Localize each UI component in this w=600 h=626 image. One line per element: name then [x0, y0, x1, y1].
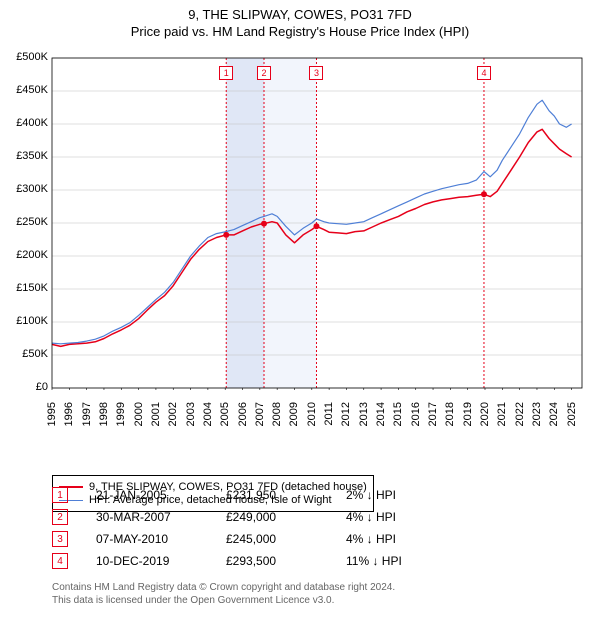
- x-axis-label: 2015: [392, 402, 404, 442]
- x-axis-label: 2022: [514, 402, 526, 442]
- x-axis-label: 2009: [288, 402, 300, 442]
- chart-marker-label: 3: [309, 66, 323, 80]
- footer-line: Contains HM Land Registry data © Crown c…: [52, 581, 395, 594]
- y-axis-label: £450K: [6, 84, 48, 96]
- row-price: £231,950: [226, 488, 346, 502]
- row-marker: 3: [52, 531, 68, 547]
- row-delta: 4% ↓ HPI: [346, 532, 466, 546]
- y-axis-label: £0: [6, 381, 48, 393]
- footer-line: This data is licensed under the Open Gov…: [52, 594, 395, 607]
- x-axis-label: 1996: [63, 402, 75, 442]
- chart-marker-label: 1: [219, 66, 233, 80]
- x-axis-label: 2003: [185, 402, 197, 442]
- row-price: £293,500: [226, 554, 346, 568]
- x-axis-label: 2018: [444, 402, 456, 442]
- y-axis-label: £350K: [6, 150, 48, 162]
- table-row: 2 30-MAR-2007£249,0004% ↓ HPI: [52, 506, 466, 528]
- x-axis-label: 2008: [271, 402, 283, 442]
- price-chart: £0 £50K £100K £150K £200K £250K £300K £350K £400…: [0, 6, 600, 448]
- x-axis-label: 1999: [115, 402, 127, 442]
- row-date: 21-JAN-2005: [96, 488, 226, 502]
- x-axis-label: 2023: [531, 402, 543, 442]
- row-date: 07-MAY-2010: [96, 532, 226, 546]
- x-axis-label: 2002: [167, 402, 179, 442]
- row-marker: 4: [52, 553, 68, 569]
- y-axis-label: £250K: [6, 216, 48, 228]
- x-axis-label: 2004: [202, 402, 214, 442]
- x-axis-label: 1995: [46, 402, 58, 442]
- x-axis-label: 2020: [479, 402, 491, 442]
- row-price: £249,000: [226, 510, 346, 524]
- x-axis-label: 2005: [219, 402, 231, 442]
- y-axis-label: £200K: [6, 249, 48, 261]
- y-axis-label: £100K: [6, 315, 48, 327]
- x-axis-label: 1998: [98, 402, 110, 442]
- attribution-footer: Contains HM Land Registry data © Crown c…: [52, 581, 395, 607]
- row-delta: 2% ↓ HPI: [346, 488, 466, 502]
- row-date: 10-DEC-2019: [96, 554, 226, 568]
- x-axis-label: 2006: [237, 402, 249, 442]
- x-axis-label: 2019: [462, 402, 474, 442]
- y-axis-label: £300K: [6, 183, 48, 195]
- row-marker: 1: [52, 487, 68, 503]
- y-axis-label: £150K: [6, 282, 48, 294]
- row-date: 30-MAR-2007: [96, 510, 226, 524]
- x-axis-label: 2012: [340, 402, 352, 442]
- x-axis-label: 2011: [323, 402, 335, 442]
- chart-marker-label: 4: [477, 66, 491, 80]
- table-row: 4 10-DEC-2019£293,50011% ↓ HPI: [52, 550, 466, 572]
- row-delta: 4% ↓ HPI: [346, 510, 466, 524]
- y-axis-label: £50K: [6, 348, 48, 360]
- y-axis-label: £500K: [6, 51, 48, 63]
- x-axis-label: 2021: [496, 402, 508, 442]
- x-axis-label: 2010: [306, 402, 318, 442]
- transaction-table: 1 21-JAN-2005£231,9502% ↓ HPI 2 30-MAR-2007…: [52, 484, 466, 572]
- x-axis-label: 2017: [427, 402, 439, 442]
- x-axis-label: 2016: [410, 402, 422, 442]
- x-axis-label: 2007: [254, 402, 266, 442]
- x-axis-label: 2025: [566, 402, 578, 442]
- x-axis-label: 2013: [358, 402, 370, 442]
- x-axis-label: 1997: [81, 402, 93, 442]
- row-marker: 2: [52, 509, 68, 525]
- x-axis-label: 2000: [133, 402, 145, 442]
- chart-marker-label: 2: [257, 66, 271, 80]
- x-axis-label: 2014: [375, 402, 387, 442]
- row-delta: 11% ↓ HPI: [346, 554, 466, 568]
- y-axis-label: £400K: [6, 117, 48, 129]
- x-axis-label: 2001: [150, 402, 162, 442]
- x-axis-label: 2024: [548, 402, 560, 442]
- table-row: 3 07-MAY-2010£245,0004% ↓ HPI: [52, 528, 466, 550]
- table-row: 1 21-JAN-2005£231,9502% ↓ HPI: [52, 484, 466, 506]
- row-price: £245,000: [226, 532, 346, 546]
